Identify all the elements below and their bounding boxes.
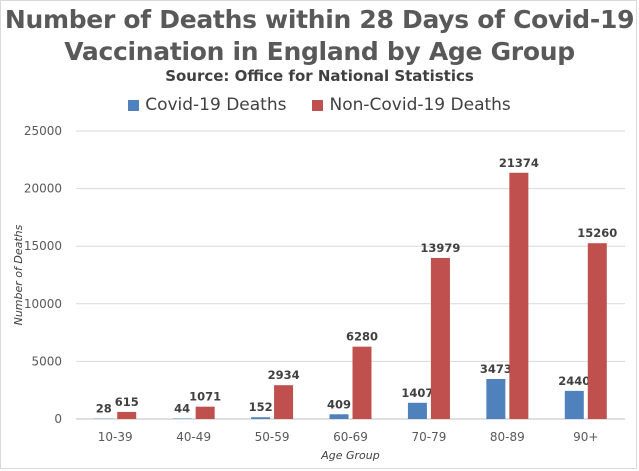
legend-label-non-covid: Non-Covid-19 Deaths (329, 95, 511, 115)
y-tick-label: 20000 (24, 182, 62, 196)
x-axis-title: Age Group (320, 449, 380, 462)
y-tick-label: 25000 (24, 124, 62, 138)
chart-title-line-1: Number of Deaths within 28 Days of Covid… (4, 5, 635, 34)
x-tick-label: 10-39 (98, 430, 133, 444)
data-label-covid: 3473 (480, 362, 512, 376)
data-label-covid: 2440 (558, 374, 590, 388)
x-tick-label: 80-89 (490, 430, 525, 444)
data-label-covid: 409 (327, 397, 351, 411)
legend-swatch-non-covid (312, 99, 324, 111)
y-tick-label: 15000 (24, 239, 62, 253)
bar-covid (251, 417, 271, 419)
data-label-non-covid: 13979 (420, 241, 460, 255)
y-tick-label: 10000 (24, 297, 62, 311)
data-label-non-covid: 1071 (189, 390, 221, 404)
bar-covid (564, 390, 584, 419)
chart-legend: Covid-19 Deaths Non-Covid-19 Deaths (0, 95, 639, 115)
legend-swatch-covid (128, 99, 140, 111)
bar-non-covid (587, 243, 607, 419)
chart-title-line-2: Vaccination in England by Age Group (64, 37, 575, 66)
bar-non-covid (117, 411, 137, 419)
data-label-non-covid: 15260 (577, 226, 617, 240)
data-label-covid: 44 (174, 401, 190, 415)
bar-non-covid (195, 406, 215, 419)
bar-non-covid (352, 346, 372, 419)
bar-covid (329, 414, 349, 419)
bar-covid (407, 402, 427, 419)
x-tick-label: 70-79 (411, 430, 446, 444)
data-label-non-covid: 21374 (499, 156, 539, 170)
x-tick-label: 60-69 (333, 430, 368, 444)
data-label-covid: 152 (249, 400, 273, 414)
y-axis-title: Number of Deaths (12, 224, 25, 325)
data-label-non-covid: 615 (115, 395, 139, 409)
bar-non-covid (509, 172, 529, 419)
y-tick-label: 5000 (31, 354, 62, 368)
legend-label-covid: Covid-19 Deaths (145, 95, 287, 115)
y-tick-label: 0 (54, 412, 62, 426)
legend-entry-non-covid: Non-Covid-19 Deaths (312, 95, 511, 115)
bar-covid (172, 418, 192, 419)
data-label-non-covid: 2934 (268, 368, 300, 382)
chart-subtitle: Source: Office for National Statistics (165, 67, 474, 85)
bar-covid (486, 378, 506, 419)
legend-entry-covid: Covid-19 Deaths (128, 95, 286, 115)
x-tick-label: 50-59 (255, 430, 290, 444)
bar-non-covid (430, 257, 450, 419)
data-label-covid: 1407 (401, 386, 433, 400)
x-tick-label: 90+ (573, 430, 598, 444)
data-label-covid: 28 (96, 402, 112, 416)
bar-non-covid (274, 385, 294, 419)
x-tick-label: 40-49 (176, 430, 211, 444)
data-label-non-covid: 6280 (346, 330, 378, 344)
